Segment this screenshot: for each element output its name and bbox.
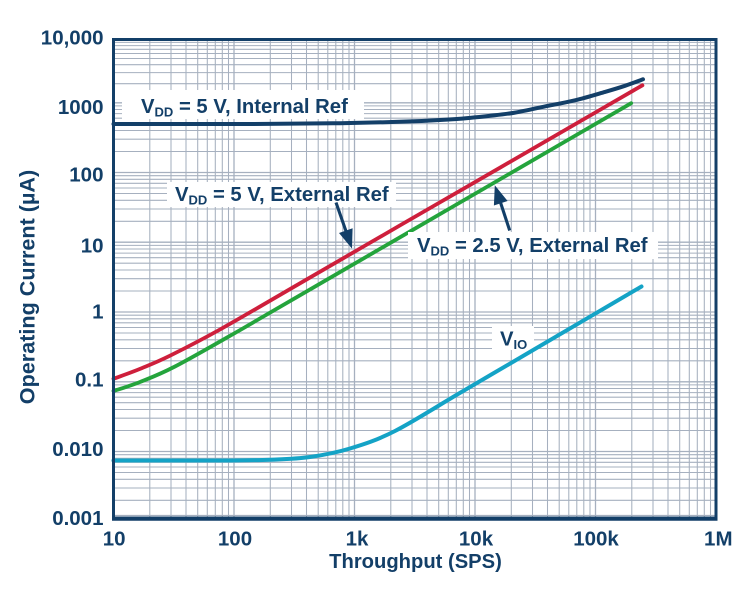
svg-text:1000: 1000 xyxy=(58,96,104,119)
svg-text:VDD = 5 V, External Ref: VDD = 5 V, External Ref xyxy=(175,184,389,208)
svg-text:10,000: 10,000 xyxy=(41,27,104,50)
svg-text:Operating Current (µA): Operating Current (µA) xyxy=(15,170,40,404)
svg-text:0.010: 0.010 xyxy=(52,438,103,461)
svg-text:1M: 1M xyxy=(704,528,732,551)
svg-text:10k: 10k xyxy=(459,528,494,551)
svg-text:VDD = 5 V, Internal Ref: VDD = 5 V, Internal Ref xyxy=(141,96,348,120)
svg-text:100: 100 xyxy=(218,528,252,551)
svg-text:0.001: 0.001 xyxy=(52,507,103,530)
svg-text:10: 10 xyxy=(81,235,104,258)
svg-text:100k: 100k xyxy=(573,528,619,551)
svg-text:VDD = 2.5 V, External Ref: VDD = 2.5 V, External Ref xyxy=(417,235,648,259)
svg-text:100: 100 xyxy=(69,164,103,187)
svg-text:1k: 1k xyxy=(346,528,369,551)
svg-text:0.1: 0.1 xyxy=(75,369,104,392)
svg-text:1: 1 xyxy=(92,301,103,324)
svg-text:10: 10 xyxy=(103,528,126,551)
svg-text:Throughput (SPS): Throughput (SPS) xyxy=(329,551,502,573)
